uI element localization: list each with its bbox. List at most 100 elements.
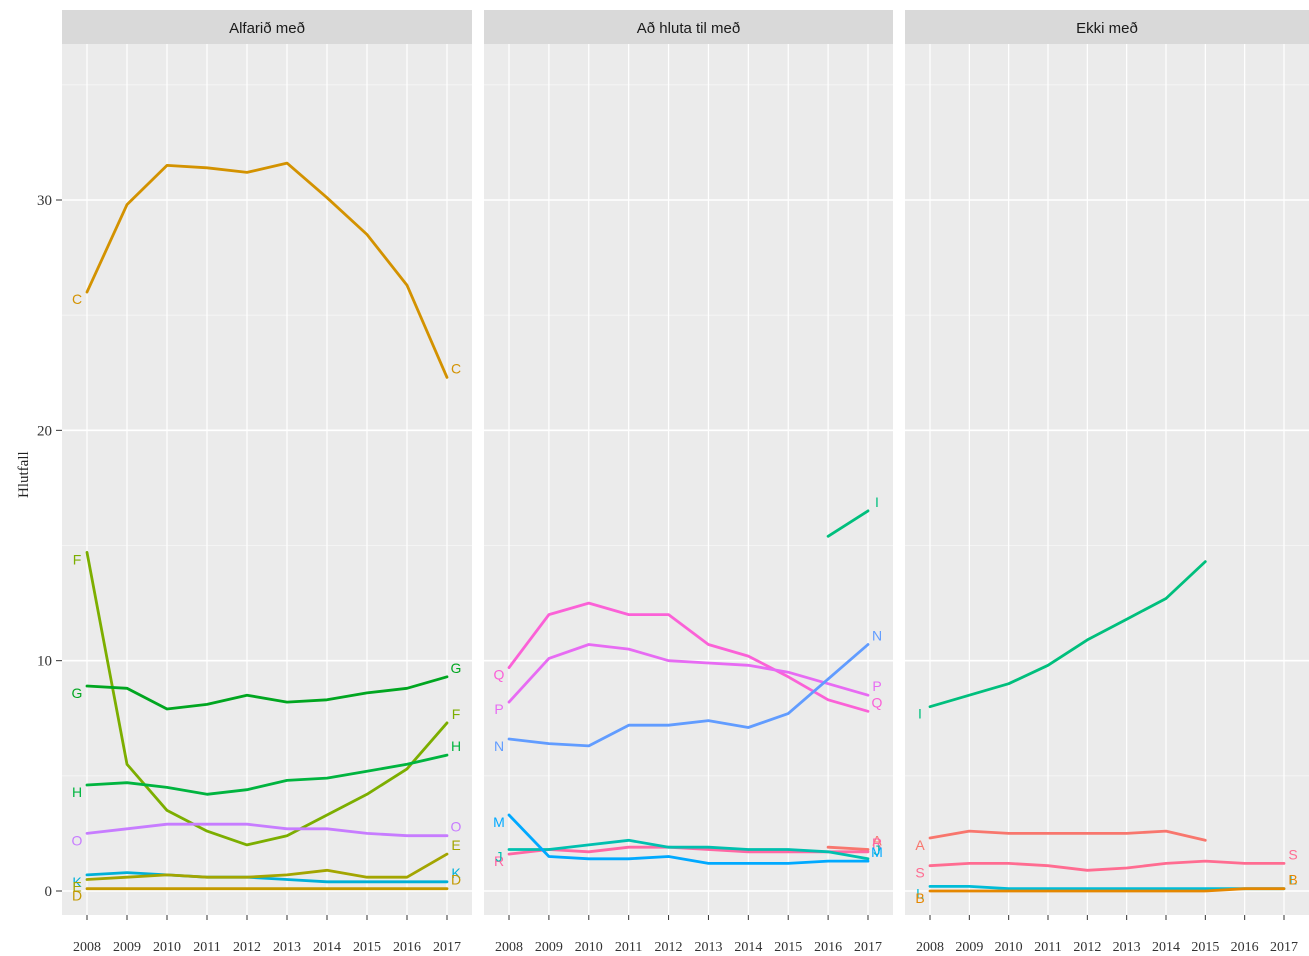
series-start-label-H: H [72, 784, 82, 800]
series-end-label-J: J [874, 842, 881, 858]
x-tick-label-2013: 2013 [273, 940, 301, 955]
series-start-label-I: I [918, 706, 922, 722]
series-end-label-Q: Q [872, 694, 883, 710]
series-end-label-G: G [451, 660, 462, 676]
x-tick-label-2010: 2010 [995, 940, 1023, 955]
series-start-label-B: B [915, 890, 924, 906]
series-line-F [85, 551, 449, 847]
panel-3: Ekki með 2008 2009 2010 2011 2012 2013 2014 2015… [905, 10, 1309, 955]
panel-strip [905, 10, 1309, 44]
series-line-I [928, 560, 1207, 709]
series-line-H [85, 753, 449, 796]
panel-strip [62, 10, 472, 44]
series-start-label-C: C [72, 291, 82, 307]
series-start-label-K: K [72, 874, 82, 890]
series-end-label-O: O [451, 819, 462, 835]
panel-background [484, 44, 893, 915]
x-tick-label-2015: 2015 [353, 940, 381, 955]
series-line-M [507, 813, 870, 865]
series-start-label-R: R [494, 853, 504, 869]
x-tick-label-2009: 2009 [113, 940, 141, 955]
series-line-A [928, 829, 1207, 842]
panel-1: Alfarið með 2008 2009 2010 2011 2012 2013 2014 2… [62, 10, 472, 955]
series-end-label-A: A [872, 833, 882, 849]
panel-background [905, 44, 1309, 915]
x-tick-label-2016: 2016 [814, 940, 842, 955]
x-tick-label-2009: 2009 [955, 940, 983, 955]
series-start-label-P: P [494, 701, 503, 717]
x-tick-label-2017: 2017 [1270, 940, 1298, 955]
series-line-J [507, 838, 870, 861]
x-tick-label-2008: 2008 [495, 940, 523, 955]
x-tick-label-2014: 2014 [1152, 940, 1180, 955]
x-tick-label-2015: 2015 [1191, 940, 1219, 955]
panel-title: Ekki með [1076, 20, 1138, 37]
x-tick-label-2013: 2013 [694, 940, 722, 955]
x-tick-label-2016: 2016 [393, 940, 421, 955]
panel-2: Að hluta til með 2008 2009 2010 2011 2012 2013… [484, 10, 893, 955]
series-start-label-A: A [915, 837, 925, 853]
series-line-K [85, 871, 449, 884]
series-end-label-E: E [451, 837, 460, 853]
series-start-label-G: G [72, 685, 83, 701]
x-tick-label-2014: 2014 [734, 940, 762, 955]
series-start-label-S: S [915, 865, 924, 881]
series-line-S [928, 859, 1286, 872]
series-line-E [85, 852, 449, 881]
series-start-label-D: D [72, 888, 82, 904]
x-tick-label-2011: 2011 [193, 940, 220, 955]
series-line-P [507, 643, 870, 704]
series-end-label-N: N [872, 628, 882, 644]
series-end-label-M: M [871, 844, 883, 860]
series-start-label-M: M [493, 814, 505, 830]
series-end-label-I: I [875, 494, 879, 510]
x-tick-label-2012: 2012 [1073, 940, 1101, 955]
series-line-A [826, 845, 870, 851]
series-end-label-C: C [451, 360, 461, 376]
series-line-N [507, 643, 870, 748]
y-axis: 0 10 20 30 [37, 193, 62, 900]
series-end-label-R: R [872, 835, 882, 851]
x-tick-label-2011: 2011 [1034, 940, 1061, 955]
series-end-label-P: P [872, 678, 881, 694]
series-start-label-J: J [496, 849, 503, 865]
panel-title: Alfarið með [229, 20, 305, 37]
x-tick-label-2008: 2008 [73, 940, 101, 955]
series-line-I [826, 509, 870, 538]
x-tick-label-2017: 2017 [854, 940, 882, 955]
x-tick-label-2012: 2012 [233, 940, 261, 955]
x-tick-label-2009: 2009 [535, 940, 563, 955]
panel-title: Að hluta til með [637, 20, 740, 37]
x-tick-label-2016: 2016 [1231, 940, 1259, 955]
x-tick-label-2010: 2010 [575, 940, 603, 955]
series-line-B [928, 887, 1286, 893]
series-end-label-K: K [451, 865, 461, 881]
x-tick-label-2014: 2014 [313, 940, 341, 955]
series-start-label-L: L [916, 885, 924, 901]
series-end-label-H: H [451, 738, 461, 754]
series-end-label-S: S [1288, 846, 1297, 862]
series-end-label-F: F [452, 706, 461, 722]
series-start-label-E: E [72, 878, 81, 894]
series-end-label-B: B [1288, 872, 1297, 888]
y-tick-label-30: 30 [37, 193, 52, 209]
series-start-label-N: N [494, 738, 504, 754]
series-line-C [85, 161, 449, 379]
y-tick-label-10: 10 [37, 654, 52, 670]
x-tick-label-2015: 2015 [774, 940, 802, 955]
panel-strip [484, 10, 893, 44]
series-start-label-O: O [72, 832, 83, 848]
series-line-Q [507, 601, 870, 713]
y-axis-title: Hlutfall [16, 451, 32, 498]
x-tick-label-2008: 2008 [916, 940, 944, 955]
series-start-label-Q: Q [494, 667, 505, 683]
x-tick-label-2011: 2011 [615, 940, 642, 955]
series-end-label-D: D [451, 872, 461, 888]
y-tick-label-20: 20 [37, 423, 52, 439]
y-tick-label-0: 0 [45, 884, 53, 900]
x-tick-label-2017: 2017 [433, 940, 461, 955]
x-tick-label-2010: 2010 [153, 940, 181, 955]
panels-layer: Alfarið með 2008 2009 2010 2011 2012 2013 2014 2… [62, 10, 1309, 955]
x-tick-label-2013: 2013 [1113, 940, 1141, 955]
